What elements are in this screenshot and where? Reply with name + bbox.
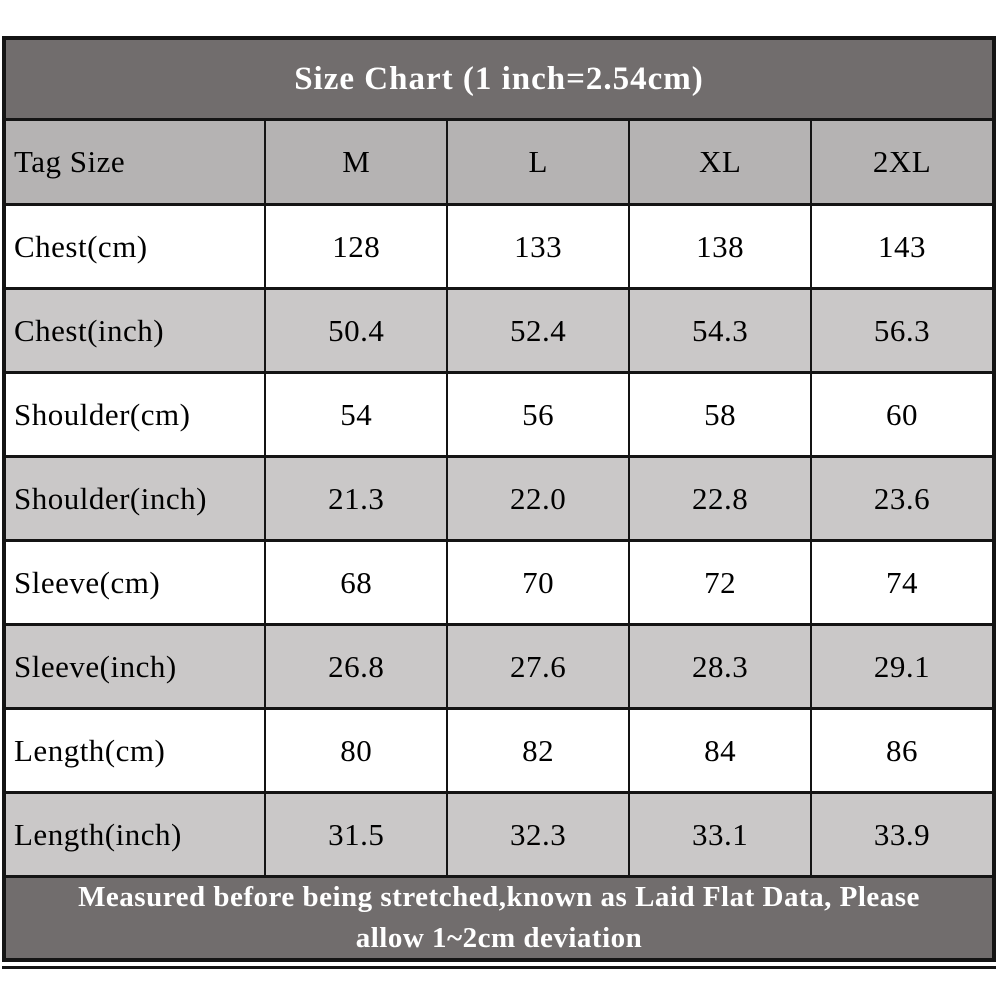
cell-value: 32.3 bbox=[448, 794, 631, 875]
cell-value: 33.1 bbox=[630, 794, 813, 875]
cell-value: 138 bbox=[630, 206, 813, 287]
footer-note-line-2: allow 1~2cm deviation bbox=[355, 922, 643, 954]
cell-value: 26.8 bbox=[266, 626, 449, 707]
row-label: Chest(cm) bbox=[6, 206, 267, 287]
cell-value: 70 bbox=[448, 542, 631, 623]
cell-value: 74 bbox=[886, 564, 919, 600]
header-cell-2xl: 2XL bbox=[872, 144, 932, 179]
cell-value: 82 bbox=[448, 710, 631, 791]
cell-value: 21.3 bbox=[266, 458, 449, 539]
size-chart-table: Size Chart (1 inch=2.54cm) Tag Size M L … bbox=[2, 36, 996, 962]
table-row-shoulder-cm: Shoulder(cm) 54 56 58 60 bbox=[6, 374, 992, 458]
cell-value: 80 bbox=[266, 710, 449, 791]
row-label: Sleeve(cm) bbox=[6, 542, 267, 623]
table-row-shoulder-inch: Shoulder(inch) 21.3 22.0 22.8 23.6 bbox=[6, 458, 992, 542]
cell-value: 54.3 bbox=[630, 290, 813, 371]
cell-value: 128 bbox=[266, 206, 449, 287]
table-row-chest-inch: Chest(inch) 50.4 52.4 54.3 56.3 bbox=[6, 290, 992, 374]
row-label: Length(cm) bbox=[6, 710, 267, 791]
cell-value: 84 bbox=[630, 710, 813, 791]
cell-value: 68 bbox=[266, 542, 449, 623]
footer-note-band: Measured before being stretched,known as… bbox=[6, 878, 992, 958]
table-row-length-cm: Length(cm) 80 82 84 86 bbox=[6, 710, 992, 794]
cell-value: 27.6 bbox=[448, 626, 631, 707]
cell-value: 28.3 bbox=[630, 626, 813, 707]
row-label: Shoulder(cm) bbox=[6, 374, 267, 455]
cell-value: 143 bbox=[878, 228, 927, 264]
cell-value: 33.9 bbox=[873, 816, 931, 852]
header-cell-xl: XL bbox=[630, 121, 813, 203]
cell-value: 54 bbox=[266, 374, 449, 455]
cell-value: 72 bbox=[630, 542, 813, 623]
cell-value: 29.1 bbox=[873, 648, 931, 684]
table-row-chest-cm: Chest(cm) 128 133 138 143 bbox=[6, 206, 992, 290]
bottom-double-border-rule bbox=[2, 966, 996, 969]
cell-value: 60 bbox=[886, 396, 919, 432]
cell-value: 86 bbox=[886, 732, 919, 768]
header-cell-m: M bbox=[266, 121, 449, 203]
cell-value: 52.4 bbox=[448, 290, 631, 371]
row-label: Shoulder(inch) bbox=[6, 458, 267, 539]
row-label: Length(inch) bbox=[6, 794, 267, 875]
cell-value: 22.8 bbox=[630, 458, 813, 539]
table-row-length-inch: Length(inch) 31.5 32.3 33.1 33.9 bbox=[6, 794, 992, 878]
cell-value: 23.6 bbox=[873, 480, 931, 516]
cell-value: 31.5 bbox=[266, 794, 449, 875]
title-band: Size Chart (1 inch=2.54cm) bbox=[6, 40, 992, 121]
chart-title: Size Chart (1 inch=2.54cm) bbox=[294, 60, 704, 97]
header-cell-l: L bbox=[448, 121, 631, 203]
row-label: Sleeve(inch) bbox=[6, 626, 267, 707]
table-row-sleeve-cm: Sleeve(cm) 68 70 72 74 bbox=[6, 542, 992, 626]
cell-value: 50.4 bbox=[266, 290, 449, 371]
header-cell-tag-size: Tag Size bbox=[6, 121, 267, 203]
cell-value: 56.3 bbox=[873, 312, 931, 348]
cell-value: 133 bbox=[448, 206, 631, 287]
table-row-sleeve-inch: Sleeve(inch) 26.8 27.6 28.3 29.1 bbox=[6, 626, 992, 710]
footer-note-line-1: Measured before being stretched,known as… bbox=[78, 881, 920, 913]
cell-value: 56 bbox=[448, 374, 631, 455]
cell-value: 22.0 bbox=[448, 458, 631, 539]
cell-value: 58 bbox=[630, 374, 813, 455]
column-header-row: Tag Size M L XL 2XL bbox=[6, 121, 992, 206]
row-label: Chest(inch) bbox=[6, 290, 267, 371]
